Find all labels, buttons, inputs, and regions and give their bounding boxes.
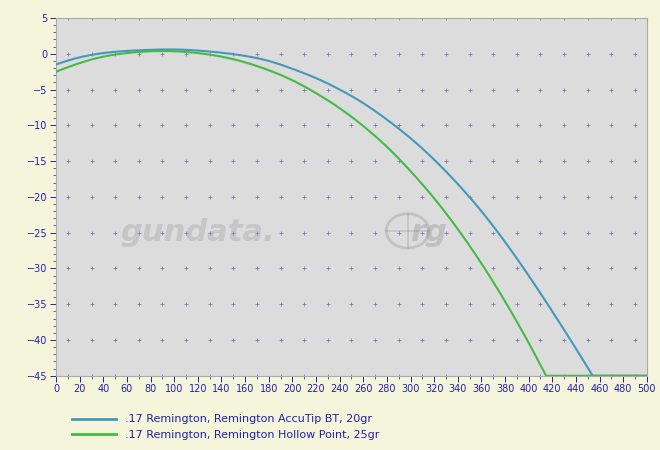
Text: gundata.: gundata. bbox=[120, 218, 275, 247]
Text: rg: rg bbox=[411, 218, 447, 247]
Text: gundata.: gundata. bbox=[120, 218, 275, 247]
Legend: .17 Remington, Remington AccuTip BT, 20gr, .17 Remington, Remington Hollow Point: .17 Remington, Remington AccuTip BT, 20g… bbox=[71, 414, 380, 440]
